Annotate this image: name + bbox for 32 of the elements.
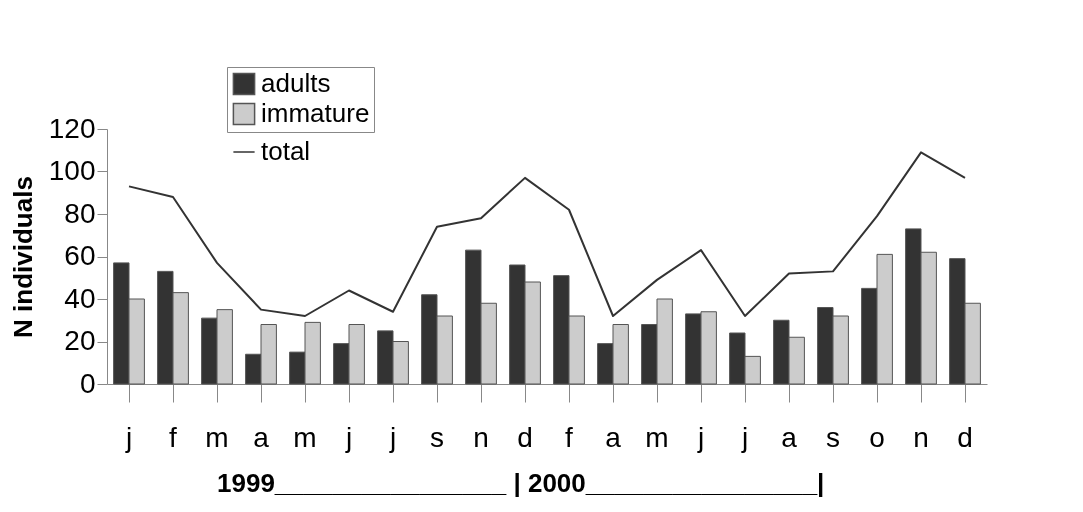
- x-tick-label: m: [645, 421, 669, 453]
- x-tick-label: j: [344, 421, 353, 453]
- x-tick-label: a: [253, 421, 270, 453]
- x-tick-label: j: [696, 421, 705, 453]
- x-tick-label: m: [293, 421, 317, 453]
- y-tick-label: 100: [48, 155, 96, 186]
- x-tick-label: a: [781, 421, 798, 453]
- x-tick-label: d: [957, 421, 973, 453]
- x-tick-label: s: [826, 421, 840, 453]
- y-tick-label: 80: [64, 197, 96, 229]
- y-axis-title: N individuals: [7, 176, 38, 338]
- y-tick-label: 0: [79, 367, 96, 399]
- legend-label: immature: [261, 98, 370, 128]
- x-tick-label: m: [205, 421, 229, 453]
- x-tick-label: o: [869, 421, 885, 453]
- x-tick-label: a: [605, 421, 622, 453]
- x-tick-label: d: [517, 421, 533, 453]
- x-tick-label: j: [388, 421, 397, 453]
- text: 1999________________ | 2000________________|: [217, 468, 825, 498]
- y-tick-label: 120: [48, 112, 96, 144]
- x-tick-label: s: [430, 421, 444, 453]
- x-tick-label: j: [740, 421, 749, 453]
- y-tick-label: 60: [64, 240, 96, 271]
- legend-label: total: [261, 136, 311, 166]
- x-tick-label: n: [473, 421, 489, 453]
- y-tick-label: 40: [64, 282, 96, 314]
- x-tick-label: j: [124, 421, 133, 453]
- x-tick-label: n: [913, 421, 929, 453]
- y-tick-label: 20: [64, 325, 96, 356]
- x-tick-label: f: [565, 421, 574, 453]
- legend-label: adults: [261, 68, 331, 98]
- x-tick-label: f: [169, 421, 178, 453]
